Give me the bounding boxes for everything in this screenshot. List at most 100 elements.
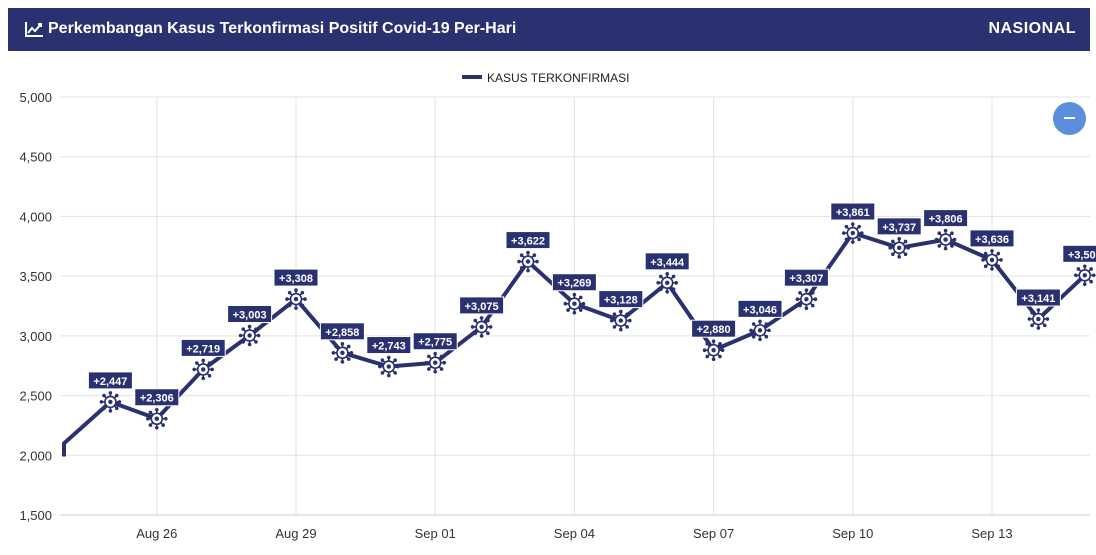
line-chart-icon [25,22,43,37]
y-tick-label: 3,500 [19,269,52,284]
virus-spike-tip [996,251,1001,256]
x-tick-label: Sep 04 [554,526,595,541]
virus-spike-tip [952,237,957,242]
virus-spike-tip [532,253,537,258]
virus-spike-tip [192,367,196,372]
virus-spike-tip [619,327,623,332]
virus-spike-tip [207,373,212,378]
x-tick-label: Aug 29 [275,526,316,541]
virus-spike-tip [665,290,669,294]
virus-spike-tip [300,290,305,295]
virus-icon [192,358,214,381]
data-label: +3,622 [505,231,551,250]
virus-spike-tip [393,358,397,362]
data-label-text: +3,003 [233,309,267,321]
data-label-text: +2,858 [325,327,359,339]
data-label-text: +3,444 [650,257,685,269]
virus-core [201,367,206,372]
virus-spike-tip [578,295,583,300]
virus-icon [99,391,122,413]
x-tick-label: Sep 07 [693,526,734,541]
virus-core [1082,273,1087,278]
virus-spike-tip [950,244,954,248]
virus-spike-tip [844,237,849,242]
virus-core [386,364,391,369]
data-label-box [180,338,226,357]
data-label-text: +2,775 [418,337,452,349]
data-label-box [551,273,597,292]
virus-spike-tip [334,344,338,349]
virus-icon [1027,308,1050,330]
virus-spike-tip [718,342,722,346]
virus-core [989,257,995,263]
data-label-box [412,332,458,351]
legend-label: KASUS TERKONFIRMASI [487,71,629,85]
virus-spike-tip [393,371,397,375]
virus-spike-tip [718,354,722,359]
virus-spike-tip [612,325,617,329]
y-tick-label: 5,000 [19,90,52,105]
data-label-text: +3,141 [1021,293,1055,305]
virus-spike-tip [897,237,901,241]
virus-spike-tip [340,360,345,364]
data-label-box [876,217,922,236]
virus-core [572,301,577,306]
reset-zoom-button[interactable] [1053,102,1086,135]
virus-spike-tip [612,312,617,317]
x-tick-label: Sep 13 [971,526,1012,541]
virus-spike-tip [1089,267,1093,271]
virus-core [340,350,345,356]
virus-spike-tip [857,224,861,229]
x-tick-label: Sep 10 [832,526,873,541]
y-tick-label: 4,500 [19,150,52,165]
data-label-box [227,304,273,323]
data-label: +3,636 [969,229,1015,248]
virus-spike-tip [906,246,910,250]
virus-spike-tip [380,358,385,362]
data-label-box [598,290,644,309]
virus-spike-tip [346,344,351,349]
virus-spike-tip [378,364,382,369]
virus-spike-tip [903,252,908,257]
chart-title: Perkembangan Kasus Terkonfirmasi Positif… [48,20,517,37]
virus-spike-tip [1076,279,1081,284]
virus-spike-tip [656,281,660,285]
virus-spike-tip [665,272,669,276]
virus-spike-tip [114,393,119,398]
virus-spike-tip [758,319,762,324]
virus-spike-tip [254,327,258,331]
data-label-box [273,268,319,287]
data-label-text: +3,636 [975,234,1009,246]
virus-icon [888,237,910,259]
virus-icon [424,351,446,374]
virus-spike-tip [983,264,988,269]
virus-spike-tip [1083,282,1087,287]
data-label: +3,507 [1062,244,1096,263]
legend-swatch [462,75,482,79]
data-label-box [366,336,412,355]
virus-core [433,360,438,365]
virus-spike-tip [804,288,809,292]
line-chart[interactable]: KASUS TERKONFIRMASI 1,500 2,000 2,500 3,000 3… [0,60,1096,555]
data-label-box [319,322,365,341]
virus-icon [610,309,632,332]
virus-icon [470,316,493,338]
virus-spike-tip [711,357,716,361]
virus-core [943,237,948,242]
data-label-box [691,319,737,338]
virus-spike-tip [705,354,710,359]
data-label: +3,003 [227,304,273,323]
virus-core [804,296,809,302]
virus-spike-tip [146,416,150,421]
virus-spike-tip [303,297,307,301]
virus-icon [981,249,1003,271]
virus-spike-tip [619,309,623,314]
virus-spike-tip [439,354,444,359]
data-label-box [505,231,551,250]
virus-spike-tip [108,409,113,413]
virus-spike-tip [999,258,1003,262]
virus-spike-tip [201,358,205,363]
virus-spike-tip [751,334,756,339]
virus-spike-tip [117,400,122,404]
virus-spike-tip [247,342,252,347]
